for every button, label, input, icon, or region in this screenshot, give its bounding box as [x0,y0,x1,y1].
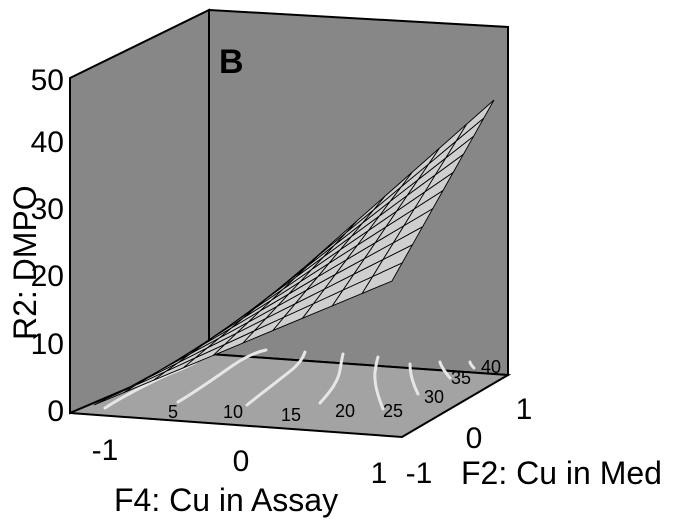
z-tick-20: 20 [31,260,64,293]
z-tick-30: 30 [31,193,64,226]
contour-line-15 [245,350,307,407]
y-tick-1: 1 [516,393,533,426]
x-axis-ticks: -1 0 1 [92,434,388,490]
x-tick-neg1: -1 [92,434,119,467]
contour-label-40: 40 [481,357,501,377]
y-axis-ticks: -1 0 1 [406,393,533,490]
contour-label-10: 10 [223,402,243,422]
y-tick-neg1: -1 [406,457,433,490]
z-axis-title: R2: DMPO [7,185,43,340]
contour-label-25: 25 [383,401,403,421]
contour-label-20: 20 [335,401,355,421]
x-tick-0: 0 [233,445,250,478]
contour-label-15: 15 [281,405,301,425]
x-tick-1: 1 [371,457,388,490]
z-tick-50: 50 [31,64,64,97]
response-surface [93,99,495,406]
contour-line-20 [318,352,345,405]
contour-line-40 [468,360,476,370]
x-axis-title: F4: Cu in Assay [114,482,338,518]
contour-label-35: 35 [451,368,471,388]
z-tick-10: 10 [31,328,64,361]
contour-label-30: 30 [424,387,444,407]
y-axis-title: F2: Cu in Med [461,455,662,491]
contour-line-25 [373,355,385,411]
contour-line-10 [176,348,268,404]
contour-line-30 [408,362,420,396]
contour-line-35 [438,360,452,380]
contour-label-5: 5 [168,402,178,422]
z-axis-ticks: 0 10 20 30 40 50 [31,64,64,428]
panel-label: B [219,43,244,81]
z-tick-40: 40 [31,126,64,159]
surface-cell [455,99,495,142]
back-wall-left [69,8,210,415]
y-tick-0: 0 [466,422,483,455]
z-tick-0: 0 [47,395,64,428]
